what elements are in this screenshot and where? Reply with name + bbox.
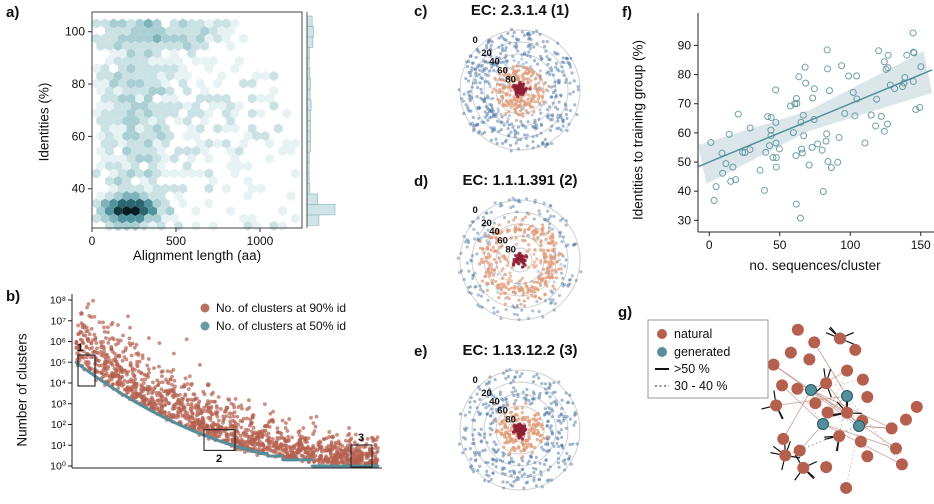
chart-a-hexbin: 0 500 1000 40 60 80 100 (65, 11, 336, 248)
chart-g-network: natural generated >50 % 30 - 40 % (647, 319, 923, 494)
svg-text:0: 0 (472, 35, 477, 46)
svg-text:80: 80 (505, 415, 516, 426)
svg-text:60: 60 (678, 126, 692, 140)
svg-text:>50 %: >50 % (674, 362, 710, 376)
svg-text:No. of clusters at 90% id: No. of clusters at 90% id (216, 301, 346, 315)
svg-text:20: 20 (481, 388, 492, 399)
svg-text:10¹: 10¹ (51, 440, 67, 452)
svg-text:80: 80 (505, 245, 516, 256)
svg-text:10²: 10² (51, 419, 67, 431)
svg-text:40: 40 (489, 57, 500, 68)
svg-text:natural: natural (674, 327, 712, 341)
panel-d: d) EC: 1.1.1.391 (2) 0 20 40 60 80 (400, 172, 640, 332)
svg-text:30 - 40 %: 30 - 40 % (674, 379, 728, 393)
panel-label-f: f) (622, 4, 632, 21)
panel-label-b: b) (6, 288, 21, 305)
svg-text:generated: generated (674, 345, 730, 359)
svg-text:80: 80 (72, 77, 86, 91)
svg-text:70: 70 (678, 97, 692, 111)
chart-b-ylabel: Number of clusters (14, 333, 30, 447)
panel-label-c: c) (414, 3, 428, 20)
chart-c-title: EC: 2.3.1.4 (1) (470, 2, 570, 19)
svg-text:No. of clusters at 50% id: No. of clusters at 50% id (216, 319, 346, 333)
svg-text:50: 50 (773, 238, 787, 252)
panel-label-a: a) (6, 4, 20, 21)
svg-text:40: 40 (72, 182, 86, 196)
chart-b-rank-scatter: 10⁰ 10¹ 10² 10³ 10⁴ 10⁵ 10⁶ 10⁷ 10⁸ No. of cluste… (50, 294, 382, 473)
chart-a-xlabel: Alignment length (aa) (132, 248, 262, 263)
svg-text:20: 20 (481, 48, 492, 59)
svg-text:10⁸: 10⁸ (50, 295, 66, 307)
panel-label-e: e) (414, 343, 428, 360)
panel-e: e) EC: 1.13.12.2 (3) 0 20 40 60 80 (400, 342, 640, 502)
svg-text:10⁷: 10⁷ (51, 315, 67, 327)
svg-text:100: 100 (840, 238, 860, 252)
svg-text:50: 50 (678, 155, 692, 169)
svg-text:40: 40 (678, 184, 692, 198)
svg-text:100: 100 (65, 25, 85, 39)
svg-text:20: 20 (481, 218, 492, 229)
svg-text:500: 500 (166, 234, 186, 248)
svg-text:60: 60 (497, 66, 508, 77)
svg-text:10³: 10³ (51, 398, 67, 410)
svg-text:0: 0 (706, 238, 713, 252)
svg-text:60: 60 (497, 406, 508, 417)
svg-text:10⁴: 10⁴ (50, 378, 66, 390)
svg-text:60: 60 (497, 236, 508, 247)
svg-text:30: 30 (678, 213, 692, 227)
chart-f-xlabel: no. sequences/cluster (749, 258, 881, 273)
svg-text:40: 40 (489, 227, 500, 238)
svg-text:10⁶: 10⁶ (50, 336, 66, 348)
svg-text:2: 2 (216, 453, 222, 465)
svg-text:80: 80 (678, 68, 692, 82)
chart-a-ylabel: Identities (%) (36, 82, 52, 162)
svg-text:1000: 1000 (247, 234, 274, 248)
svg-text:0: 0 (472, 375, 477, 386)
chart-d-title: EC: 1.1.1.391 (2) (462, 172, 578, 189)
svg-text:150: 150 (911, 238, 931, 252)
panel-c: c) EC: 2.3.1.4 (1) 0 20 40 60 80 (400, 2, 640, 162)
svg-text:10⁵: 10⁵ (50, 357, 66, 369)
panel-label-d: d) (414, 173, 429, 190)
svg-text:0: 0 (89, 234, 96, 248)
chart-f-scatter: 0 50 100 150 30 40 50 60 70 80 90 (678, 13, 934, 252)
svg-text:80: 80 (505, 75, 516, 86)
svg-text:0: 0 (472, 205, 477, 216)
svg-text:1: 1 (77, 342, 83, 354)
svg-text:90: 90 (678, 38, 692, 52)
svg-text:3: 3 (358, 432, 364, 444)
panel-label-g: g) (618, 304, 633, 321)
chart-e-title: EC: 1.13.12.2 (3) (462, 342, 578, 359)
svg-text:60: 60 (72, 129, 86, 143)
svg-text:10⁰: 10⁰ (50, 461, 66, 473)
svg-text:40: 40 (489, 397, 500, 408)
chart-f-ylabel: Identities to training group (%) (630, 39, 646, 221)
